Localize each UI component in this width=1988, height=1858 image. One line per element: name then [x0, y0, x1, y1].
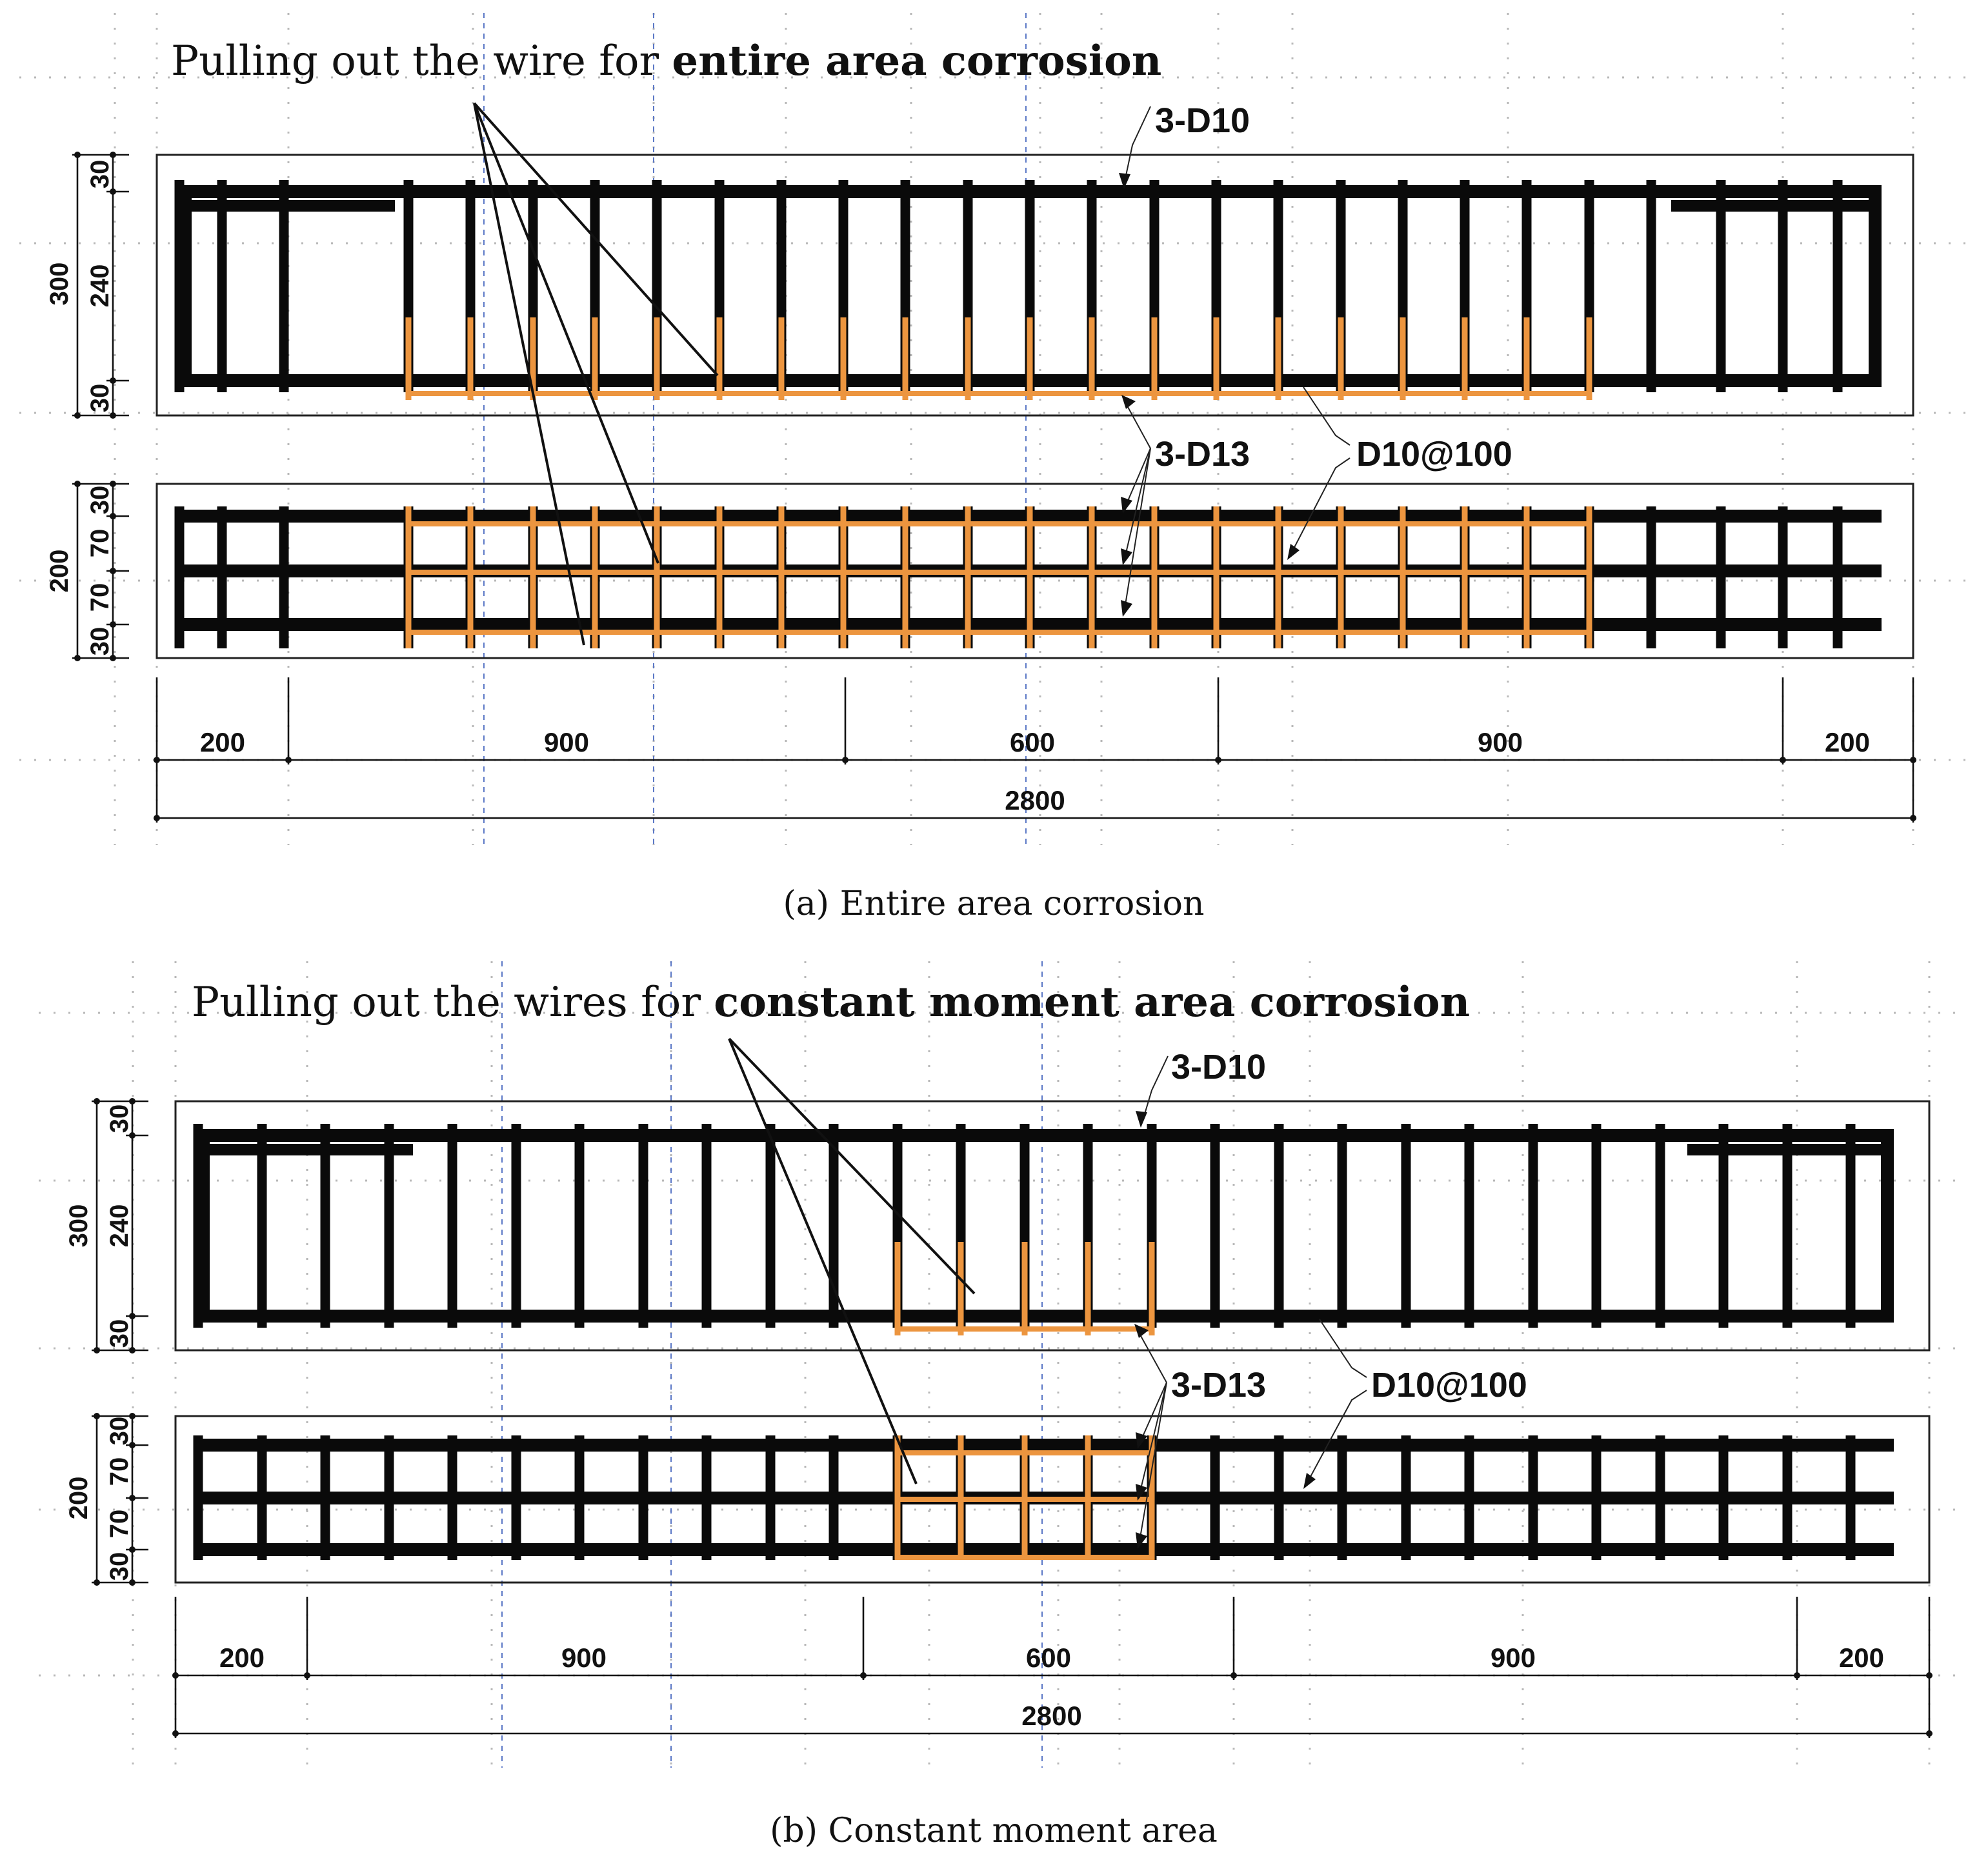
panel-a-plan-total: 200	[45, 550, 74, 593]
panel-a-elev-dim-3: 30	[86, 384, 114, 413]
panel-b-vertical-dimensions: 300 30 240 30 200 30 70 70 30	[65, 1098, 148, 1586]
panel-b-callout-3-d10: 3-D10	[1136, 1048, 1266, 1128]
panel-b-plan-dim-1: 30	[105, 1417, 134, 1446]
panel-b-span-dim-1: 200	[219, 1643, 265, 1673]
panel-a-elev-dim-1: 30	[86, 160, 114, 189]
panel-a-label-stirrups: D10@100	[1356, 435, 1512, 474]
panel-b-span-dim-2: 900	[561, 1643, 607, 1673]
panel-a-callout-d10-100: D10@100	[1287, 386, 1512, 560]
panel-b-title-leaders	[728, 1037, 976, 1484]
panel-b-label-3-d13: 3-D13	[1171, 1366, 1266, 1404]
panel-a-elev-dim-2: 240	[86, 265, 114, 308]
panel-a-title: Pulling out the wire for entire area cor…	[171, 37, 1161, 85]
panel-a-span-dim-3: 600	[1010, 727, 1055, 757]
panel-b-span-dim-4: 900	[1491, 1643, 1536, 1673]
panel-a-title-leaders	[473, 102, 719, 646]
panel-b-callout-3-d13: 3-D13	[1134, 1324, 1266, 1549]
panel-b-caption: (b) Constant moment area	[770, 1812, 1218, 1850]
panel-a-callout-3-d13: 3-D13	[1121, 395, 1250, 617]
panel-b-elevation-rebar	[193, 1124, 1894, 1335]
panel-b-grid	[39, 961, 1968, 1768]
panel-b-title: Pulling out the wires for constant momen…	[192, 978, 1470, 1026]
panel-a-plan-outline	[156, 483, 1914, 659]
panel-b-span-dim-5: 200	[1839, 1643, 1884, 1673]
panel-b-elev-total: 300	[65, 1204, 93, 1248]
panel-b-callout-d10-100: D10@100	[1303, 1319, 1527, 1489]
panel-a-vertical-dimensions: 300 30 240 30 200 30 70 70 30	[45, 152, 129, 661]
panel-b-plan-rebar	[193, 1435, 1894, 1560]
panel-a-label-3-d13: 3-D13	[1155, 435, 1250, 474]
panel-b-label-stirrups: D10@100	[1371, 1366, 1527, 1404]
panel-b-elev-dim-1: 30	[105, 1104, 134, 1134]
panel-b-elev-dim-2: 240	[105, 1204, 134, 1248]
panel-a-plan-dim-4: 30	[86, 627, 114, 656]
panel-a-total-length: 2800	[1005, 785, 1065, 815]
panel-b-plan-dim-3: 70	[105, 1510, 134, 1539]
panel-a-elevation-rebar	[174, 180, 1882, 400]
panel-b-elev-dim-3: 30	[105, 1319, 134, 1348]
panel-b: Pulling out the wires for constant momen…	[39, 961, 1968, 1850]
panel-b-plan-dim-2: 70	[105, 1457, 134, 1486]
panel-a-span-dim-4: 900	[1478, 727, 1523, 757]
panel-a-callout-3-d10: 3-D10	[1119, 101, 1250, 189]
panel-b-plan-outline	[174, 1415, 1931, 1584]
panel-a-plan-dim-3: 70	[86, 583, 114, 612]
panel-a: Pulling out the wire for entire area cor…	[19, 13, 1968, 923]
panel-b-label-3-d10: 3-D10	[1171, 1048, 1266, 1086]
panel-a-elev-total: 300	[45, 263, 74, 306]
panel-b-horizontal-dimensions: 200 900 600 900 200 2800	[172, 1597, 1933, 1738]
panel-a-span-dim-2: 900	[544, 727, 589, 757]
panel-b-span-dim-3: 600	[1026, 1643, 1071, 1673]
panel-a-plan-dim-2: 70	[86, 529, 114, 558]
panel-b-total-length: 2800	[1021, 1701, 1081, 1731]
panel-b-elevation-outline	[174, 1100, 1931, 1352]
panel-a-grid	[19, 13, 1968, 845]
panel-a-plan-rebar	[174, 506, 1882, 648]
panel-a-span-dim-1: 200	[200, 727, 245, 757]
panel-b-plan-dim-4: 30	[105, 1552, 134, 1581]
panel-a-horizontal-dimensions: 200 900 600 900 200 2800	[154, 677, 1916, 823]
panel-a-elevation-outline	[156, 154, 1914, 417]
panel-a-span-dim-5: 200	[1825, 727, 1870, 757]
panel-a-caption: (a) Entire area corrosion	[783, 884, 1205, 923]
panel-a-label-3-d10: 3-D10	[1155, 101, 1250, 140]
panel-a-plan-dim-1: 30	[86, 486, 114, 515]
panel-b-plan-total: 200	[65, 1477, 93, 1520]
